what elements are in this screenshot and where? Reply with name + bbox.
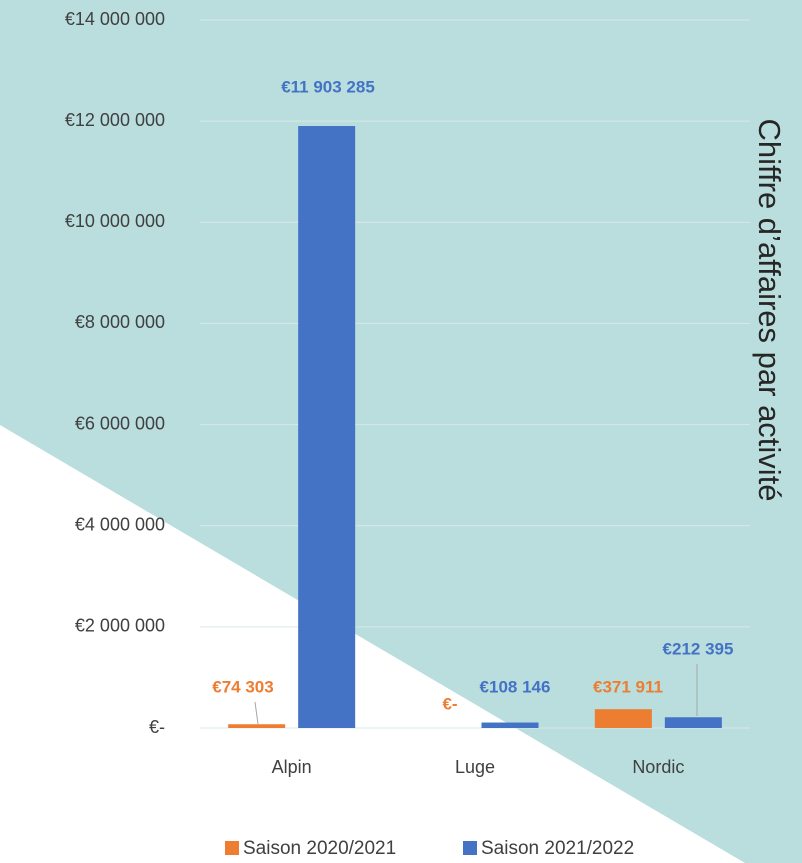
y-tick-label: €14 000 000 [65,9,165,29]
data-label: €108 146 [480,677,551,696]
y-tick-label: €10 000 000 [65,211,165,231]
y-tick-label: €4 000 000 [75,514,165,534]
legend-label: Saison 2021/2022 [481,838,634,859]
bar [481,722,539,728]
x-tick-label: Nordic [632,757,684,777]
legend-swatch [225,841,239,855]
bar [594,709,652,728]
data-label: €74 303 [212,677,273,696]
x-tick-label: Alpin [272,757,312,777]
x-tick-label: Luge [455,757,495,777]
background-triangle [0,425,745,863]
bar [664,717,722,728]
data-label: €212 395 [663,639,734,658]
leader-line [254,701,259,725]
data-label: €- [442,694,457,713]
data-label: €371 911 [593,677,663,696]
legend-swatch [463,841,477,855]
y-tick-label: €6 000 000 [75,413,165,433]
bar [298,126,356,728]
legend-label: Saison 2020/2021 [243,838,396,859]
y-tick-label: €8 000 000 [75,312,165,332]
chart-title: Chiffre d’affaires par activité [752,118,787,501]
bar [228,724,286,728]
y-tick-label: €- [149,717,165,737]
y-tick-label: €2 000 000 [75,616,165,636]
data-label: €11 903 285 [281,77,375,96]
y-tick-label: €12 000 000 [65,110,165,130]
